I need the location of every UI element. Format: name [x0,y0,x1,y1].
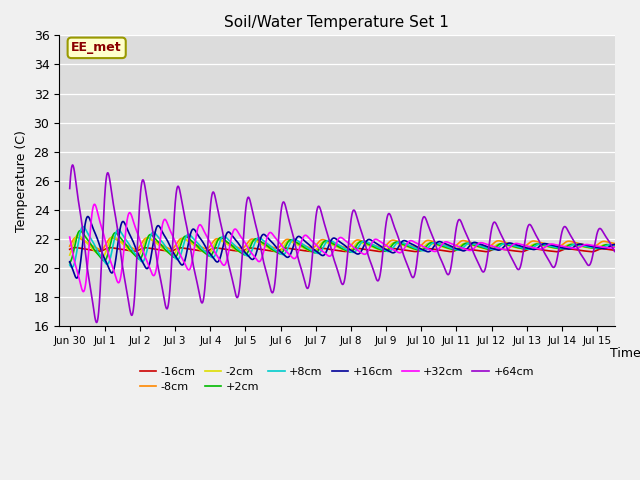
-2cm [241,250,248,255]
-2cm [66,252,74,258]
-16cm [513,248,520,254]
Line: -8cm: -8cm [70,237,614,250]
Title: Soil/Water Temperature Set 1: Soil/Water Temperature Set 1 [225,15,449,30]
Text: EE_met: EE_met [72,41,122,54]
-2cm [364,242,371,248]
+8cm [513,243,520,249]
+32cm [334,236,342,242]
+64cm [611,249,618,254]
Line: +2cm: +2cm [70,231,614,263]
-16cm [611,247,618,253]
Line: +32cm: +32cm [70,204,614,292]
+8cm [409,244,417,250]
+2cm [364,241,371,247]
-16cm [334,248,342,253]
+16cm [241,249,248,254]
+16cm [334,238,342,243]
-8cm [97,247,104,252]
+2cm [66,260,74,265]
+32cm [611,244,618,250]
-8cm [611,240,618,246]
+32cm [79,289,87,295]
-8cm [364,240,371,246]
+64cm [66,186,74,192]
-8cm [73,234,81,240]
-2cm [98,254,106,260]
Line: +8cm: +8cm [70,227,614,267]
+2cm [261,241,269,247]
-8cm [241,244,248,250]
+8cm [66,262,74,268]
Line: -16cm: -16cm [70,248,614,252]
+32cm [513,240,520,246]
-8cm [334,242,342,248]
+32cm [261,243,269,249]
Line: +64cm: +64cm [70,165,614,323]
+16cm [409,242,417,248]
-8cm [66,243,74,249]
-16cm [409,249,417,254]
+32cm [409,239,417,244]
+8cm [611,242,618,248]
-2cm [74,232,82,238]
-8cm [513,243,520,249]
+16cm [364,237,371,243]
+16cm [611,241,618,247]
-2cm [334,245,342,251]
-8cm [261,241,269,247]
Y-axis label: Temperature (C): Temperature (C) [15,130,28,232]
+16cm [513,242,520,248]
+16cm [73,275,81,281]
+64cm [409,275,417,280]
+32cm [364,249,371,255]
Line: +16cm: +16cm [70,216,614,278]
X-axis label: Time: Time [611,347,640,360]
+2cm [240,252,248,258]
+8cm [79,224,87,229]
+8cm [364,239,371,245]
-16cm [364,247,371,252]
-2cm [611,243,618,249]
+16cm [84,214,92,219]
+64cm [93,320,100,325]
+8cm [261,239,269,245]
+64cm [68,162,76,168]
+32cm [66,234,74,240]
+2cm [76,228,84,234]
-16cm [240,248,248,253]
-16cm [261,247,269,253]
+64cm [334,270,342,276]
+32cm [91,202,99,207]
+16cm [261,232,269,238]
-16cm [588,249,595,254]
-2cm [513,245,520,251]
+2cm [513,244,520,250]
+8cm [241,251,248,257]
-16cm [66,246,74,252]
+64cm [364,250,371,255]
-2cm [261,243,269,249]
Line: -2cm: -2cm [70,235,614,257]
-8cm [409,243,417,249]
+16cm [66,259,74,264]
-2cm [409,246,417,252]
+32cm [241,239,248,244]
+2cm [611,243,618,249]
-16cm [72,245,79,251]
+64cm [513,264,520,270]
+2cm [334,244,342,250]
Legend: -16cm, -8cm, -2cm, +2cm, +8cm, +16cm, +32cm, +64cm: -16cm, -8cm, -2cm, +2cm, +8cm, +16cm, +3… [135,362,538,396]
+2cm [409,245,417,251]
+64cm [241,224,248,229]
+8cm [68,264,76,270]
+64cm [261,264,269,270]
+8cm [334,242,342,248]
